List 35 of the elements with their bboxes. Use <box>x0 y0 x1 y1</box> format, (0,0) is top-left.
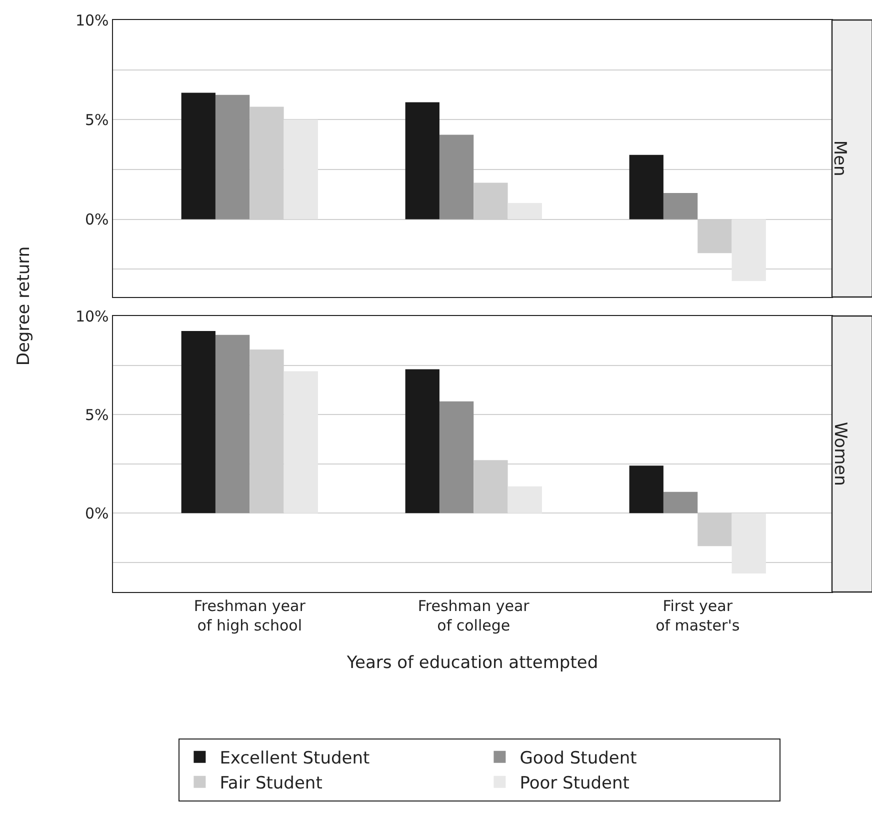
y-tick-label: 0% <box>85 504 109 522</box>
bar <box>405 102 440 220</box>
bar <box>663 192 698 220</box>
x-tick-label: Freshman year of high school <box>194 597 306 635</box>
bar <box>508 486 542 514</box>
y-tick-label: 0% <box>85 210 109 229</box>
bar <box>663 492 698 514</box>
y-tick-label: 10% <box>75 11 109 30</box>
y-tick-label: 10% <box>75 307 109 326</box>
bar <box>629 154 664 220</box>
legend-label: Excellent Student <box>220 748 370 768</box>
bar <box>215 94 250 220</box>
legend-label: Fair Student <box>220 774 323 794</box>
bar <box>732 513 766 574</box>
bar <box>215 334 250 514</box>
bar <box>439 401 474 514</box>
text: Men <box>830 140 850 176</box>
x-axis-title: Years of education attempted <box>346 653 598 673</box>
bar <box>732 219 766 282</box>
legend-label: Poor Student <box>520 774 630 794</box>
bar <box>405 369 440 514</box>
y-axis-title: Degree return <box>14 246 34 366</box>
bar <box>508 202 542 220</box>
text: Women <box>830 422 850 486</box>
y-tick-label: 5% <box>85 110 109 129</box>
x-tick-label: Freshman year of college <box>418 597 530 635</box>
y-tick-label: 5% <box>85 406 109 424</box>
x-tick-label: First year of master's <box>656 597 740 635</box>
bar <box>284 371 318 514</box>
legend-label: Good Student <box>520 748 638 768</box>
bar <box>284 120 318 220</box>
bar <box>439 134 474 220</box>
bar <box>181 92 216 220</box>
bar <box>181 330 216 514</box>
bar <box>629 466 664 514</box>
